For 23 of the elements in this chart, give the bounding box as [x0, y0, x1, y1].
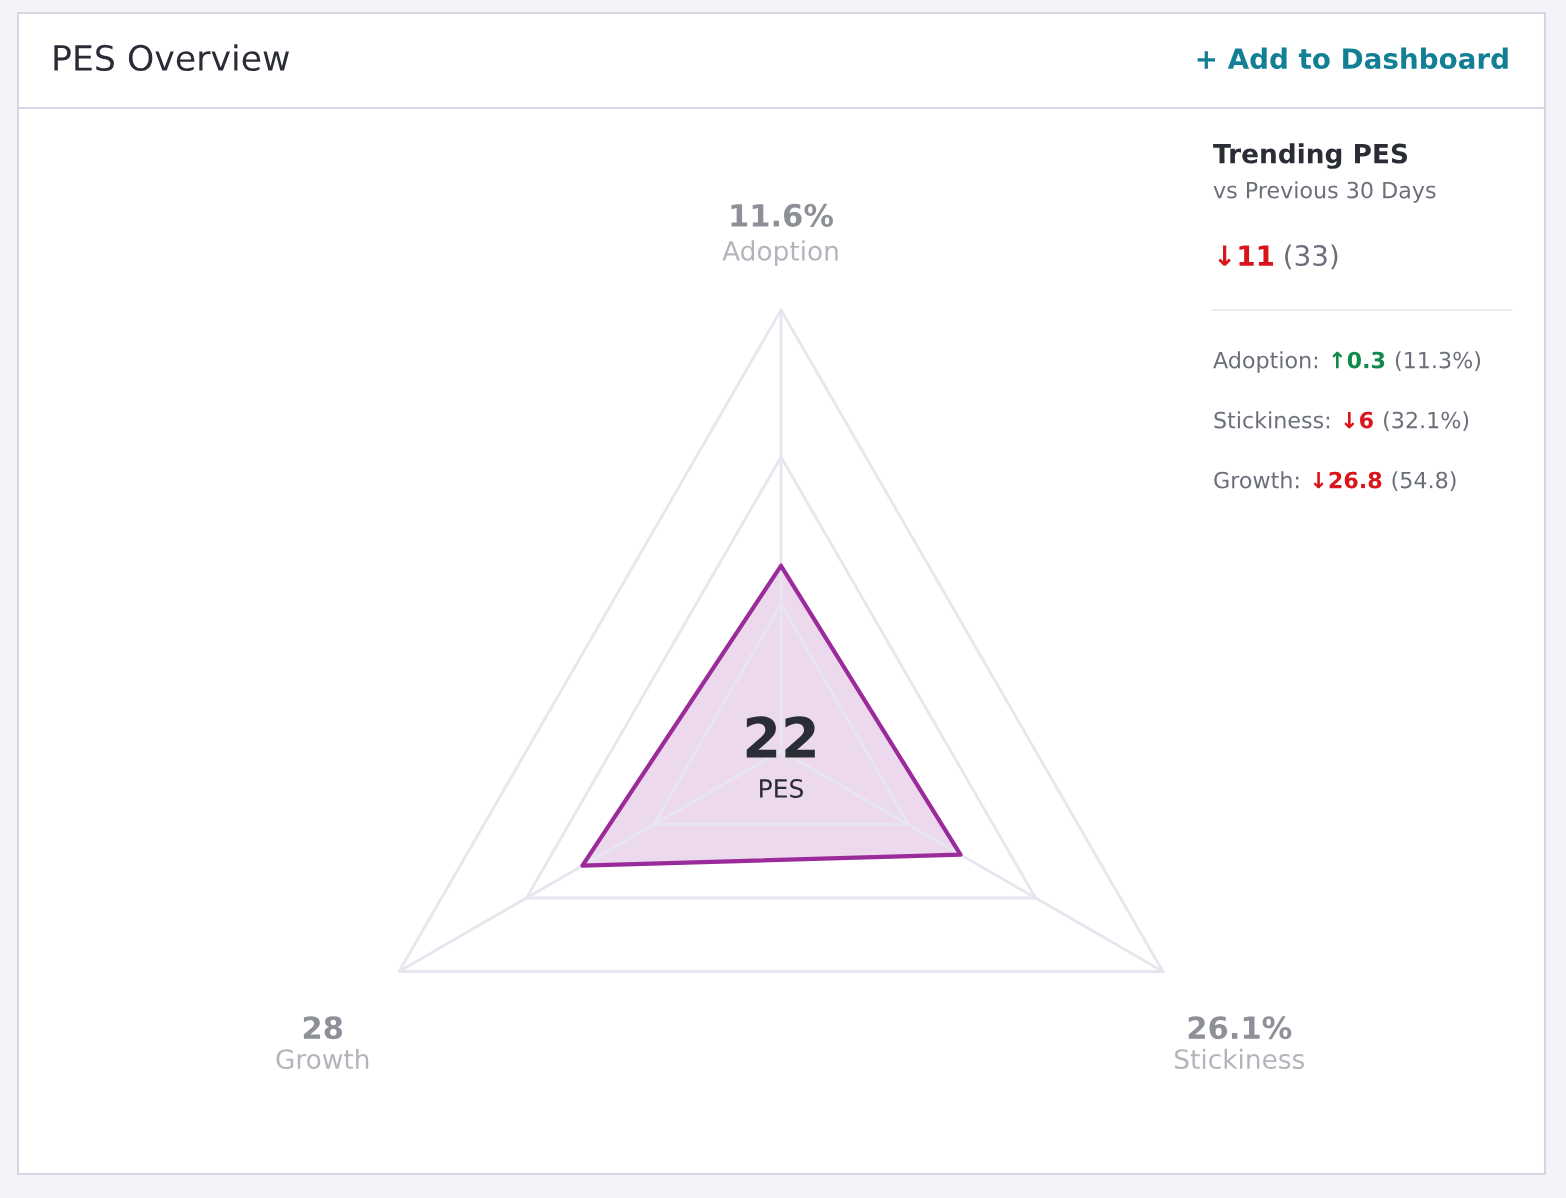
text: Trending PES: [1213, 143, 1408, 169]
text: vs Previous 30 Days: [1213, 181, 1436, 203]
text: ↓26.8: [1313, 471, 1382, 489]
text: Growth:: [1214, 471, 1299, 489]
text: 22: [746, 716, 815, 758]
text: + Add to Dashboard: [1197, 47, 1508, 70]
text: ↓6: [1344, 411, 1373, 429]
spoke-label: Growth: [276, 1048, 369, 1070]
text: Stickiness:: [1214, 411, 1330, 429]
text: ↓11: [1218, 245, 1274, 266]
text: (54.8): [1392, 471, 1456, 492]
text: 28: [303, 1016, 343, 1040]
text: ↑0.3: [1332, 351, 1385, 369]
text: (32.1%): [1384, 411, 1469, 432]
text: Adoption:: [1213, 351, 1318, 373]
text: (33): [1285, 244, 1338, 270]
text: (11.3%): [1395, 351, 1481, 372]
chart-title: PES Overview: [54, 44, 289, 72]
text: 11.6%: [731, 203, 834, 227]
spoke-label: Stickiness: [1175, 1048, 1305, 1070]
spoke-label: Adoption: [722, 240, 838, 266]
text: PES: [760, 779, 803, 798]
text: 26.1%: [1188, 1016, 1292, 1040]
